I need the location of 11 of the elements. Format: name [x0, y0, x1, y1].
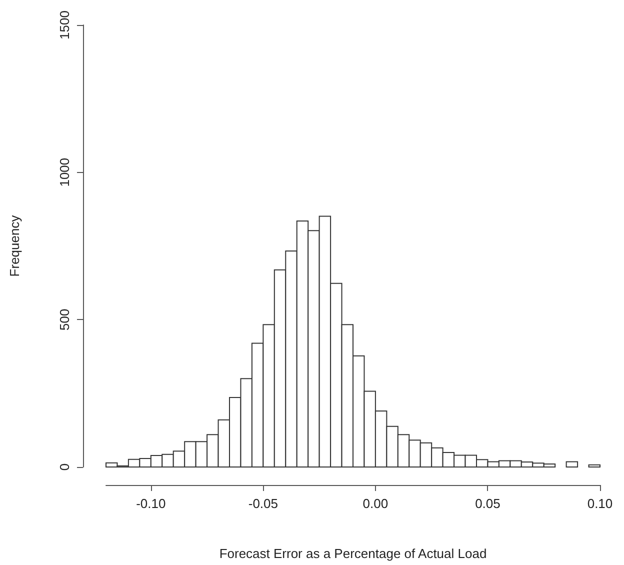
x-tick-label: -0.10: [136, 496, 166, 511]
y-tick-label: 500: [57, 308, 72, 331]
y-axis-title: Frequency: [7, 214, 22, 277]
x-tick-label: 0.05: [475, 496, 500, 511]
y-tick-label: 0: [57, 463, 72, 471]
y-tick-label: 1000: [57, 158, 72, 187]
x-tick-label: 0.10: [587, 496, 613, 511]
y-tick-label: 1500: [57, 10, 72, 40]
x-tick-label: 0.00: [362, 496, 388, 511]
x-tick-label: -0.05: [248, 496, 278, 511]
x-axis-title: Forecast Error as a Percentage of Actual Load: [219, 546, 487, 561]
